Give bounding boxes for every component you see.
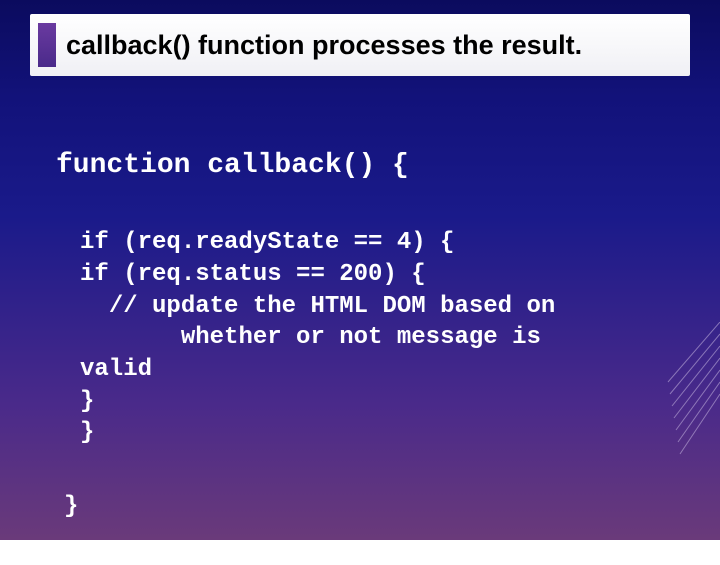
- title-bar: callback() function processes the result…: [30, 14, 690, 76]
- code-block: function callback() { if (req.readyState…: [56, 106, 680, 565]
- slide-title: callback() function processes the result…: [66, 30, 582, 61]
- code-line: }: [80, 417, 680, 449]
- code-line: // update the HTML DOM based on: [80, 291, 680, 323]
- code-closing-brace: }: [56, 491, 680, 523]
- title-accent: [38, 23, 56, 67]
- code-line: whether or not message is: [80, 322, 680, 354]
- code-body: if (req.readyState == 4) {if (req.status…: [56, 227, 680, 449]
- code-line: if (req.status == 200) {: [80, 259, 680, 291]
- code-line-signature: function callback() {: [56, 148, 680, 185]
- slide-container: callback() function processes the result…: [0, 0, 720, 540]
- code-line: valid: [80, 354, 680, 386]
- code-line: }: [80, 386, 680, 418]
- code-line: if (req.readyState == 4) {: [80, 227, 680, 259]
